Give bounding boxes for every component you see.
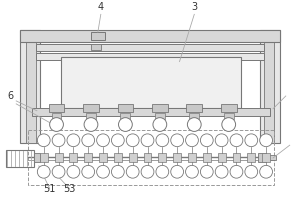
Bar [260, 30, 280, 143]
Bar [52, 113, 61, 119]
Bar [173, 153, 181, 162]
Circle shape [230, 165, 243, 178]
Bar [188, 153, 196, 162]
Circle shape [186, 134, 198, 147]
Circle shape [97, 134, 110, 147]
Bar [186, 104, 202, 112]
Circle shape [141, 165, 154, 178]
Circle shape [260, 134, 272, 147]
Circle shape [245, 165, 258, 178]
Circle shape [171, 134, 184, 147]
Circle shape [112, 165, 124, 178]
Bar [83, 104, 99, 112]
Bar [20, 30, 280, 42]
Bar [61, 57, 241, 108]
Bar [221, 104, 237, 112]
Bar [84, 153, 92, 162]
Bar [129, 153, 136, 162]
Bar [99, 153, 107, 162]
Text: 51: 51 [44, 184, 56, 194]
Bar [36, 44, 264, 51]
Bar [34, 153, 40, 162]
Bar [114, 153, 122, 162]
Bar [6, 150, 34, 167]
Bar [55, 153, 62, 162]
Circle shape [37, 165, 50, 178]
Text: 4: 4 [98, 2, 104, 12]
Circle shape [37, 134, 50, 147]
Bar [118, 104, 133, 112]
Text: 3: 3 [191, 2, 197, 12]
Circle shape [82, 134, 94, 147]
Bar [28, 130, 274, 185]
Bar [189, 113, 199, 119]
Circle shape [52, 165, 65, 178]
Circle shape [52, 134, 65, 147]
Bar [144, 153, 152, 162]
Circle shape [171, 165, 184, 178]
Bar [121, 113, 130, 119]
Circle shape [156, 134, 169, 147]
Bar [86, 113, 96, 119]
Bar [40, 153, 48, 162]
Circle shape [126, 134, 139, 147]
Circle shape [245, 134, 258, 147]
Circle shape [188, 118, 201, 131]
Bar [91, 32, 105, 40]
Circle shape [156, 165, 169, 178]
Bar [36, 53, 264, 60]
Circle shape [82, 165, 94, 178]
Circle shape [84, 118, 98, 131]
Circle shape [215, 165, 228, 178]
Bar [91, 44, 101, 50]
Bar [203, 153, 211, 162]
Circle shape [186, 165, 198, 178]
Circle shape [200, 165, 213, 178]
Circle shape [141, 134, 154, 147]
Circle shape [97, 165, 110, 178]
Circle shape [118, 118, 132, 131]
Bar [224, 113, 234, 119]
Circle shape [67, 165, 80, 178]
Circle shape [222, 118, 236, 131]
Bar [247, 153, 255, 162]
Bar [266, 155, 276, 160]
Bar [258, 153, 266, 162]
Bar [152, 104, 168, 112]
Circle shape [215, 134, 228, 147]
Bar [262, 153, 270, 162]
Circle shape [112, 134, 124, 147]
Circle shape [67, 134, 80, 147]
Circle shape [200, 134, 213, 147]
Text: 53: 53 [63, 184, 76, 194]
Bar [32, 108, 270, 116]
Circle shape [260, 165, 272, 178]
Bar [49, 104, 64, 112]
Circle shape [230, 134, 243, 147]
Bar [158, 153, 166, 162]
Bar [232, 153, 240, 162]
Circle shape [50, 118, 63, 131]
Circle shape [153, 118, 167, 131]
Bar [155, 113, 165, 119]
Bar [26, 37, 36, 143]
Circle shape [126, 165, 139, 178]
Text: 6: 6 [7, 91, 14, 101]
Bar [264, 37, 274, 143]
Bar [70, 153, 77, 162]
Bar [20, 30, 40, 143]
Bar [218, 153, 226, 162]
